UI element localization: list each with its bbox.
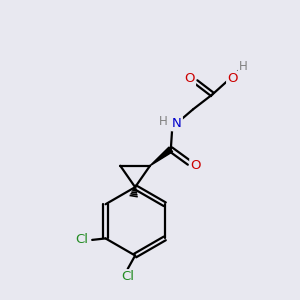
Text: O: O bbox=[190, 159, 201, 172]
Text: H: H bbox=[239, 60, 248, 73]
Polygon shape bbox=[150, 147, 172, 166]
Text: O: O bbox=[227, 72, 238, 85]
Text: Cl: Cl bbox=[121, 270, 134, 284]
Text: N: N bbox=[172, 117, 182, 130]
Text: O: O bbox=[184, 73, 195, 85]
Text: H: H bbox=[158, 115, 167, 128]
Text: Cl: Cl bbox=[75, 233, 88, 246]
